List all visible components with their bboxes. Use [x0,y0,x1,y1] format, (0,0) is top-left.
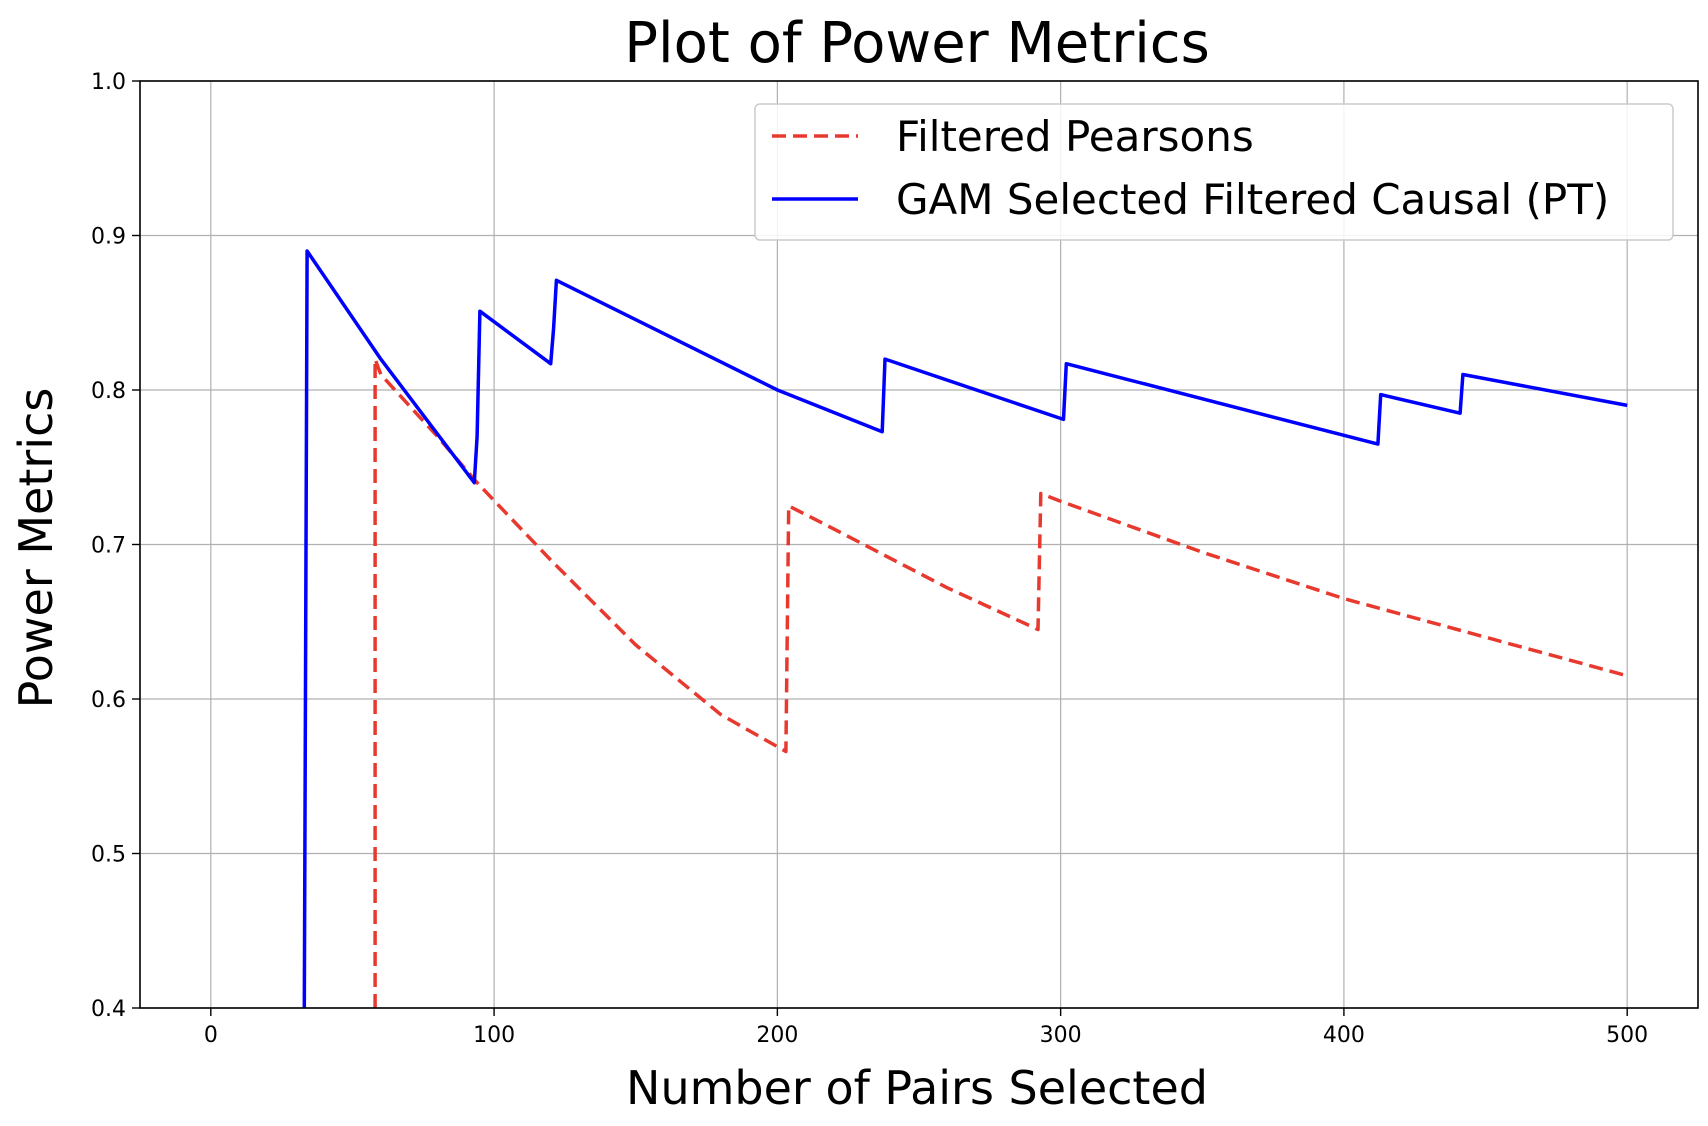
chart-title: Plot of Power Metrics [624,11,1210,76]
legend-box [754,103,1674,241]
series-line-gam-causal [302,249,1628,1009]
y-tick-label: 0.9 [91,225,126,250]
y-tick-label: 0.5 [91,843,126,868]
legend-label-gam-causal: GAM Selected Filtered Causal (PT) [896,175,1609,224]
x-tick-label: 200 [756,1023,798,1048]
x-axis-label: Number of Pairs Selected [626,1061,1208,1115]
legend-label-filtered-pearsons: Filtered Pearsons [896,112,1254,161]
legend: Filtered Pearsons GAM Selected Filtered … [754,103,1674,241]
y-tick-label: 0.8 [91,379,126,404]
axis-ticks: 0 100 200 300 400 500 0.4 0.5 0.6 0.7 0.8 0.9 1.0 [91,70,1648,1048]
y-tick-label: 0.6 [91,688,126,713]
y-tick-label: 0.7 [91,534,126,559]
x-tick-label: 300 [1040,1023,1082,1048]
x-tick-label: 0 [204,1023,218,1048]
x-tick-label: 500 [1606,1023,1648,1048]
series-layer [302,249,1628,1009]
y-axis-label: Power Metrics [9,388,63,709]
x-tick-label: 100 [473,1023,515,1048]
y-tick-label: 0.4 [91,997,126,1022]
y-tick-label: 1.0 [91,70,126,95]
x-tick-label: 400 [1323,1023,1365,1048]
series-line-filtered-pearsons [373,357,1628,1008]
